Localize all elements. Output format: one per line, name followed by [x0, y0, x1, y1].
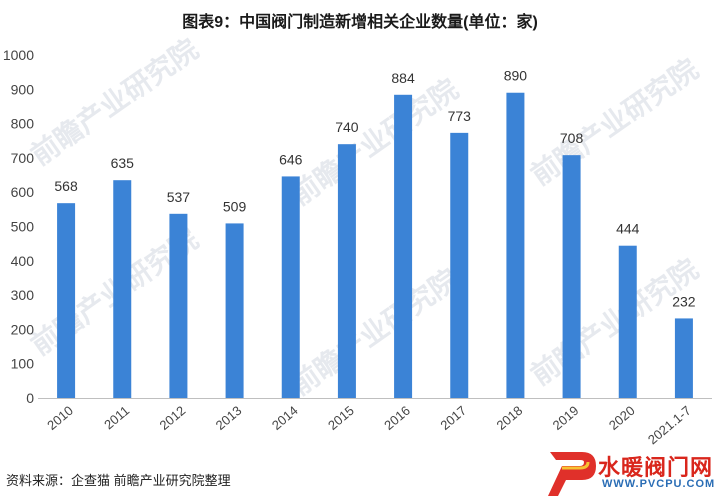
y-tick-label: 400 — [11, 253, 35, 269]
x-tick-label: 2017 — [437, 403, 469, 433]
y-tick-label: 0 — [26, 390, 34, 406]
y-tick-label: 500 — [11, 219, 35, 235]
x-tick-label: 2021.1-7 — [645, 403, 694, 447]
chart-title: 图表9：中国阀门制造新增相关企业数量(单位：家) — [182, 14, 538, 31]
data-label: 740 — [335, 119, 359, 135]
y-axis: 0 100 200 300 400 500 600 700 800 900 1000 — [3, 47, 34, 406]
data-label: 568 — [54, 178, 78, 194]
bar — [506, 92, 525, 398]
x-tick-label: 2019 — [550, 403, 582, 433]
bar — [113, 180, 132, 398]
bar — [337, 144, 356, 398]
x-tick-label: 2010 — [44, 403, 76, 433]
logo-mark-icon — [548, 452, 596, 496]
bars: 568 635 537 509 646 740 884 773 890 708 444 232 — [54, 68, 696, 399]
logo-text: 水暖阀门网 — [598, 455, 714, 480]
x-tick-label: 2016 — [381, 403, 413, 433]
data-label: 635 — [111, 155, 135, 171]
bar — [281, 176, 300, 398]
x-tick-label: 2014 — [269, 403, 301, 433]
x-tick-label: 2013 — [213, 403, 245, 433]
watermark-text: 前瞻产业研究院 — [25, 32, 204, 171]
source-note: 资料来源：企查猫 前瞻产业研究院整理 — [6, 473, 231, 488]
bar — [562, 155, 581, 398]
y-tick-label: 300 — [11, 287, 35, 303]
y-tick-label: 1000 — [3, 47, 34, 63]
data-label: 444 — [616, 221, 640, 237]
x-tick-label: 2018 — [494, 403, 526, 433]
bar — [618, 245, 637, 398]
x-tick-label: 2011 — [101, 403, 132, 432]
data-label: 537 — [167, 189, 191, 205]
data-label: 708 — [560, 130, 584, 146]
y-tick-label: 900 — [11, 81, 35, 97]
y-tick-label: 600 — [11, 184, 35, 200]
data-label: 232 — [672, 293, 696, 309]
data-label: 646 — [279, 151, 303, 167]
watermark-text: 前瞻产业研究院 — [285, 262, 464, 401]
watermark-text: 前瞻产业研究院 — [525, 52, 704, 191]
y-tick-label: 700 — [11, 150, 35, 166]
site-logo[interactable]: 水暖阀门网 WWW.PVCPU.COM — [540, 446, 716, 498]
data-label: 773 — [448, 108, 472, 124]
y-tick-label: 800 — [11, 116, 35, 132]
x-tick-label: 2015 — [325, 403, 357, 433]
x-axis: 2010 2011 2012 2013 2014 2015 2016 2017 2018 2019… — [38, 398, 712, 447]
x-tick-label: 2020 — [606, 403, 638, 433]
logo-url: WWW.PVCPU.COM — [602, 478, 716, 490]
y-tick-label: 100 — [11, 356, 35, 372]
bar — [674, 318, 693, 398]
bar — [57, 203, 76, 398]
bar — [169, 213, 188, 398]
bar — [394, 94, 413, 399]
bar — [450, 132, 469, 398]
data-label: 509 — [223, 198, 247, 214]
y-tick-label: 200 — [11, 321, 35, 337]
watermark-text: 前瞻产业研究院 — [285, 72, 464, 211]
data-label: 884 — [391, 70, 415, 86]
x-tick-label: 2012 — [157, 403, 189, 433]
data-label: 890 — [504, 68, 528, 84]
bar — [225, 223, 244, 398]
